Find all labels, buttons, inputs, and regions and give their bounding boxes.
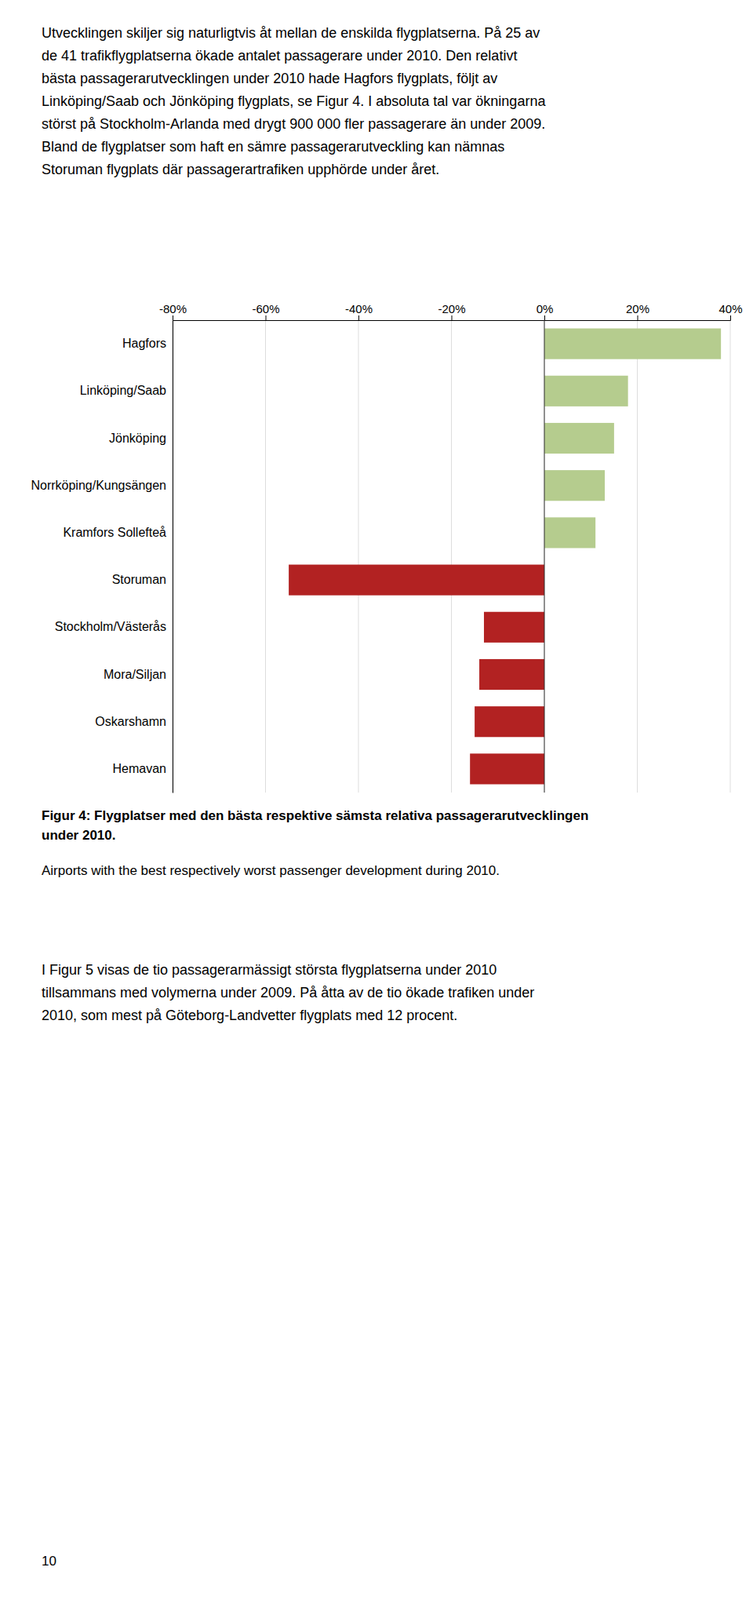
tick-mark xyxy=(637,315,639,321)
title-line: Figur 4: Flygplatser med den bästa respe… xyxy=(41,807,589,823)
bars xyxy=(288,328,721,785)
grid-line xyxy=(636,320,638,793)
paragraph-line: bästa passagerarutvecklingen under 2010 … xyxy=(41,70,498,87)
tick-mark xyxy=(358,315,360,321)
tick: 20% xyxy=(625,301,650,321)
bar xyxy=(479,658,545,690)
tick: Norrköping/Kungsängen xyxy=(30,478,167,492)
paragraph-line: Storuman flygplats där passagerartrafike… xyxy=(41,161,440,178)
tick: Hagfors xyxy=(122,336,167,350)
bar xyxy=(544,469,605,501)
grid-line xyxy=(730,320,732,793)
tick-label: -80% xyxy=(159,301,187,316)
tick: Storuman xyxy=(112,572,167,586)
tick-label: Storuman xyxy=(112,572,167,586)
tick-label: 20% xyxy=(625,301,650,316)
grid-line xyxy=(544,320,546,793)
bar xyxy=(474,705,545,737)
tick-label: 40% xyxy=(718,301,743,316)
page-number: 10 xyxy=(41,1553,57,1568)
paragraph-line: störst på Stockholm-Arlanda med drygt 90… xyxy=(41,116,546,132)
tick-label: Linköping/Saab xyxy=(80,383,167,397)
tick-label: Mora/Siljan xyxy=(103,667,167,681)
paragraph-line: Linköping/Saab och Jönköping flygplats, … xyxy=(41,93,546,110)
title-line: under 2010. xyxy=(41,827,117,843)
chart-subtitle: Airports with the best respectively wors… xyxy=(41,862,500,878)
tick-label: Hemavan xyxy=(112,761,167,775)
bar xyxy=(544,328,721,360)
bar xyxy=(544,516,596,548)
grid-line xyxy=(451,320,452,793)
paragraph-line: I Figur 5 visas de tio passagerarmässigt… xyxy=(41,961,497,978)
grid-line xyxy=(265,320,266,793)
chart-title: Figur 4: Flygplatser med den bästa respe… xyxy=(41,807,589,843)
tick-mark xyxy=(544,315,546,321)
tick-label: Stockholm/Västerås xyxy=(54,619,167,633)
grid-line xyxy=(358,320,360,793)
text-after: I Figur 5 visas de tio passagerarmässigt… xyxy=(41,961,535,1023)
paragraph-line: de 41 trafikflygplatserna ökade antalet … xyxy=(41,47,517,64)
tick-mark xyxy=(451,315,453,321)
tick: Mora/Siljan xyxy=(103,667,167,681)
tick-label: -40% xyxy=(345,301,373,316)
bar xyxy=(544,422,615,454)
caption: Figur 4: Flygplatser med den bästa respe… xyxy=(41,807,589,878)
tick: -20% xyxy=(437,301,466,321)
tick-mark xyxy=(172,315,174,321)
text-before: Utvecklingen skiljer sig naturligtvis åt… xyxy=(41,25,546,178)
tick-mark xyxy=(265,315,267,321)
grid xyxy=(172,320,731,793)
paragraph-line: Bland de flygplatser som haft en sämre p… xyxy=(41,138,505,155)
tick: Oskarshamn xyxy=(94,714,167,728)
tick: Hemavan xyxy=(112,761,167,775)
paragraph-line: Utvecklingen skiljer sig naturligtvis åt… xyxy=(41,25,540,41)
tick: Jönköping xyxy=(109,431,167,445)
tick-label: 0% xyxy=(536,301,554,316)
y-axis: Hagfors Linköping/Saab Jönköping Norrköping… xyxy=(30,320,173,794)
bar xyxy=(469,753,545,784)
tick: 0% xyxy=(536,301,554,321)
tick-label: Jönköping xyxy=(109,431,167,445)
paragraph-line: 2010, som mest på Göteborg-Landvetter fl… xyxy=(41,1007,458,1023)
axis-line xyxy=(173,315,732,321)
tick-label: Oskarshamn xyxy=(94,714,167,728)
axis-line xyxy=(172,320,174,794)
tick-label: -60% xyxy=(251,301,280,316)
tick-label: Kramfors Sollefteå xyxy=(62,525,167,539)
bar xyxy=(544,375,629,407)
tick: 40% xyxy=(718,301,743,321)
zero-line xyxy=(544,320,546,793)
tick: -60% xyxy=(251,301,280,321)
x-axis: -80% -60% -40% -20% 0% 20% 40% xyxy=(159,301,743,321)
paragraph-line: tillsammans med volymerna under 2009. På… xyxy=(41,984,535,1001)
chart: -80% -60% -40% -20% 0% 20% 40% Hagfors Linköping… xyxy=(30,301,743,794)
bar xyxy=(483,611,545,643)
tick: Stockholm/Västerås xyxy=(54,619,167,633)
tick: Linköping/Saab xyxy=(80,383,167,397)
tick: -40% xyxy=(345,301,373,321)
tick-label: Norrköping/Kungsängen xyxy=(30,478,167,492)
tick-label: -20% xyxy=(437,301,466,316)
tick-mark xyxy=(730,315,732,321)
bar xyxy=(288,564,545,596)
tick: Kramfors Sollefteå xyxy=(62,525,167,539)
grid-line xyxy=(172,320,174,793)
tick-label: Hagfors xyxy=(122,336,167,350)
page: Utvecklingen skiljer sig naturligtvis åt… xyxy=(0,0,753,1600)
tick: -80% xyxy=(159,301,187,321)
